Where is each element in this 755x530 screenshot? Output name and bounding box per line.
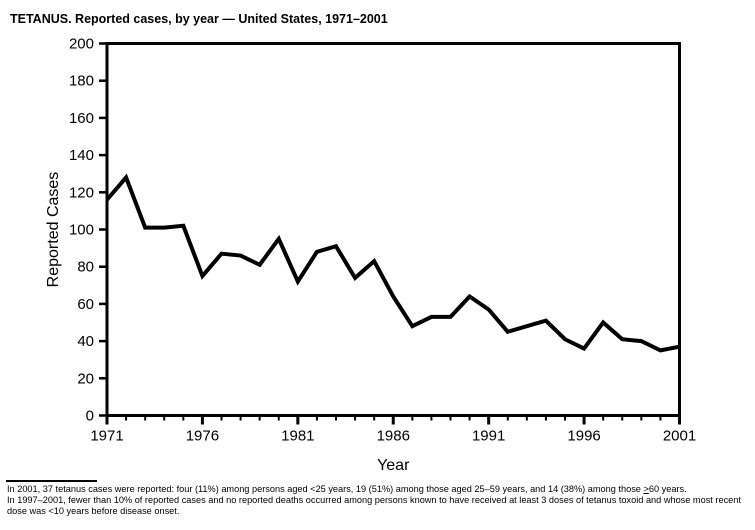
y-tick-label: 80 (77, 259, 94, 276)
x-tick-label: 1981 (281, 428, 314, 445)
x-tick-label: 1996 (567, 428, 600, 445)
greater-equal-symbol: > (643, 484, 649, 494)
footnote: In 2001, 37 tetanus cases were reported:… (7, 484, 751, 517)
y-tick-label: 100 (69, 222, 94, 239)
x-tick-label: 1976 (186, 428, 219, 445)
x-tick-label: 1986 (377, 428, 410, 445)
y-tick-label: 40 (77, 333, 94, 350)
y-axis-title: Reported Cases (45, 172, 62, 288)
footnote-sentence-2: In 1997–2001, fewer than 10% of reported… (7, 495, 741, 516)
y-tick-label: 0 (86, 408, 94, 425)
x-tick-label: 1991 (472, 428, 505, 445)
y-tick-label: 20 (77, 370, 94, 387)
x-axis: 1971 1976 1981 1986 1991 1996 2001 (90, 415, 696, 445)
plot-frame (105, 42, 681, 417)
y-tick-label: 200 (69, 36, 94, 53)
y-tick-label: 160 (69, 110, 94, 127)
x-tick-label: 2001 (663, 428, 696, 445)
cases-line (105, 173, 680, 353)
footnote-text: 60 years. (648, 484, 687, 494)
footnote-rule (6, 480, 97, 482)
x-axis-title: Year (377, 457, 410, 474)
figure-title: TETANUS. Reported cases, by year — Unite… (10, 12, 388, 26)
y-tick-label: 120 (69, 184, 94, 201)
y-tick-label: 140 (69, 147, 94, 164)
footnote-sentence-1: In 2001, 37 tetanus cases were reported:… (7, 484, 751, 495)
y-tick-label: 60 (77, 296, 94, 313)
x-tick-label: 1971 (90, 428, 123, 445)
footnote-text: In 2001, 37 tetanus cases were reported:… (7, 484, 644, 494)
y-tick-label: 180 (69, 73, 94, 90)
y-axis: 0 20 40 60 80 100 120 140 160 180 200 (69, 36, 107, 425)
